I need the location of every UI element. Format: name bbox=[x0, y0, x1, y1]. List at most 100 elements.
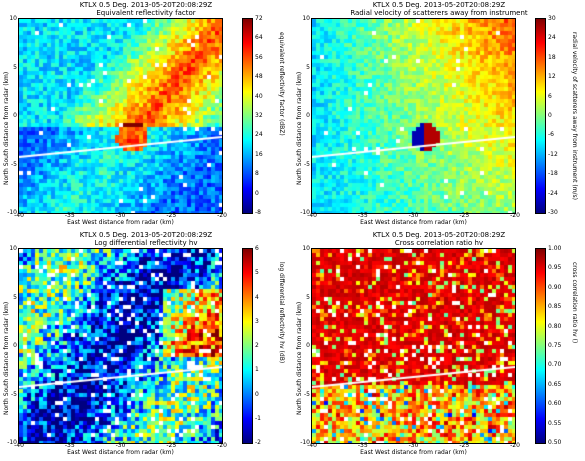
x-axis-label: East West distance from radar (km) bbox=[360, 449, 467, 456]
colorbar-tick-label: 32 bbox=[255, 112, 263, 119]
y-tick-label: 0 bbox=[13, 112, 17, 119]
x-tick-label: -25 bbox=[459, 442, 470, 449]
y-tick-label: -5 bbox=[11, 160, 17, 168]
colorbar-tick-label: 0.70 bbox=[548, 361, 562, 369]
y-tick-label: -5 bbox=[304, 160, 310, 168]
x-tick-label: -40 bbox=[307, 442, 317, 449]
colorbar-tick-label: 0.80 bbox=[548, 322, 562, 330]
x-tick-label: -35 bbox=[357, 442, 368, 449]
y-tick-label: 5 bbox=[306, 63, 310, 71]
x-tick-label: -25 bbox=[166, 442, 177, 449]
colorbar-tick-label: 6 bbox=[255, 245, 259, 252]
colorbar-tick-label: 0 bbox=[548, 112, 552, 119]
x-tick-label: -35 bbox=[64, 442, 75, 449]
heatmap-plot-area bbox=[18, 248, 223, 444]
heatmap-field-zdr bbox=[19, 249, 222, 443]
heatmap-field-velocity bbox=[312, 19, 515, 213]
x-tick-label: -40 bbox=[14, 442, 24, 449]
colorbar-tick-label: 4 bbox=[255, 293, 259, 301]
colorbar bbox=[535, 18, 546, 214]
colorbar bbox=[242, 18, 253, 214]
colorbar-tick-label: -2 bbox=[255, 439, 261, 446]
colorbar-tick-label: 24 bbox=[548, 34, 556, 42]
chart-subtitle: Cross correlation ratio hv bbox=[394, 239, 484, 247]
chart-panel-zdr: KTLX 0.5 Deg. 2013-05-20T20:08:29Z Log di… bbox=[0, 230, 292, 460]
y-tick-label: -10 bbox=[7, 209, 17, 216]
x-tick-label: -40 bbox=[14, 212, 24, 219]
colorbar-tick-label: 18 bbox=[548, 53, 556, 61]
colorbar-label: log differential reflectivity hv (dB) bbox=[278, 262, 285, 364]
chart-panel-reflectivity: KTLX 0.5 Deg. 2013-05-20T20:08:29Z Equiva… bbox=[0, 0, 292, 230]
colorbar-tick-label: 30 bbox=[548, 15, 556, 22]
colorbar bbox=[535, 248, 546, 444]
x-tick-label: -20 bbox=[510, 442, 520, 449]
y-tick-label: -10 bbox=[7, 439, 17, 446]
colorbar-tick-label: 72 bbox=[255, 15, 263, 22]
colorbar-tick-label: 40 bbox=[255, 92, 263, 100]
colorbar-tick-label: -12 bbox=[548, 150, 558, 158]
colorbar-label: cross correlation ratio hv () bbox=[571, 262, 578, 344]
chart-subtitle: Equivalent reflectivity factor bbox=[96, 9, 196, 17]
y-tick-label: -10 bbox=[300, 439, 310, 446]
x-tick-label: -30 bbox=[115, 442, 126, 449]
colorbar-tick-label: 1.00 bbox=[548, 245, 562, 252]
colorbar-tick-label: -18 bbox=[548, 170, 558, 178]
x-tick-label: -35 bbox=[357, 212, 368, 219]
y-tick-label: 5 bbox=[13, 293, 17, 301]
x-tick-label: -30 bbox=[408, 212, 419, 219]
heatmap-plot-area bbox=[311, 18, 516, 214]
chart-title: KTLX 0.5 Deg. 2013-05-20T20:08:29Z bbox=[79, 231, 213, 239]
chart-title: KTLX 0.5 Deg. 2013-05-20T20:08:29Z bbox=[79, 1, 213, 9]
colorbar-tick-label: -1 bbox=[255, 414, 261, 422]
y-tick-label: -5 bbox=[304, 390, 310, 398]
x-tick-label: -40 bbox=[307, 212, 317, 219]
heatmap-field-rhohv bbox=[312, 249, 515, 443]
x-tick-label: -20 bbox=[510, 212, 520, 219]
colorbar-tick-label: 3 bbox=[255, 317, 259, 325]
x-axis-label: East West distance from radar (km) bbox=[67, 449, 174, 456]
colorbar-tick-label: 8 bbox=[255, 170, 259, 178]
colorbar-tick-label: 1 bbox=[255, 366, 259, 374]
colorbar-label: radial velocity of scatterers away from … bbox=[571, 32, 578, 201]
colorbar-tick-label: 2 bbox=[255, 342, 259, 349]
colorbar-tick-label: 0.95 bbox=[548, 264, 562, 272]
y-tick-label: 0 bbox=[13, 342, 17, 349]
x-tick-label: -25 bbox=[459, 212, 470, 219]
x-tick-label: -30 bbox=[115, 212, 126, 219]
colorbar-tick-label: 0.55 bbox=[548, 419, 562, 427]
chart-title: KTLX 0.5 Deg. 2013-05-20T20:08:29Z bbox=[372, 231, 506, 239]
chart-subtitle: Radial velocity of scatterers away from … bbox=[350, 9, 528, 17]
chart-panel-rhohv: KTLX 0.5 Deg. 2013-05-20T20:08:29Z Cross … bbox=[293, 230, 585, 460]
x-tick-label: -20 bbox=[217, 442, 227, 449]
y-axis-label: North South distance from radar (km) bbox=[3, 71, 10, 185]
y-tick-label: 0 bbox=[306, 342, 310, 349]
y-tick-label: 0 bbox=[306, 112, 310, 119]
colorbar-tick-label: 48 bbox=[255, 73, 263, 81]
colorbar-tick-label: 24 bbox=[255, 131, 263, 139]
colorbar-tick-label: 0.60 bbox=[548, 400, 562, 408]
y-tick-label: 10 bbox=[9, 245, 17, 252]
chart-title: KTLX 0.5 Deg. 2013-05-20T20:08:29Z bbox=[372, 1, 506, 9]
y-tick-label: 10 bbox=[302, 15, 310, 22]
y-axis-label: North South distance from radar (km) bbox=[296, 71, 303, 185]
x-axis-label: East West distance from radar (km) bbox=[67, 219, 174, 226]
colorbar-tick-label: 12 bbox=[548, 73, 556, 81]
colorbar-tick-label: 0.90 bbox=[548, 283, 562, 291]
x-tick-label: -20 bbox=[217, 212, 227, 219]
colorbar-tick-label: 16 bbox=[255, 150, 263, 158]
colorbar-tick-label: 0.65 bbox=[548, 380, 562, 388]
colorbar-tick-label: 6 bbox=[548, 92, 552, 100]
colorbar-tick-label: -8 bbox=[255, 209, 261, 216]
colorbar-tick-label: 0 bbox=[255, 189, 259, 197]
y-tick-label: 5 bbox=[13, 63, 17, 71]
heatmap-plot-area bbox=[311, 248, 516, 444]
colorbar-tick-label: 5 bbox=[255, 269, 259, 277]
colorbar-tick-label: 0.85 bbox=[548, 303, 562, 311]
y-axis-label: North South distance from radar (km) bbox=[296, 301, 303, 415]
colorbar-tick-label: -24 bbox=[548, 189, 558, 197]
y-tick-label: 10 bbox=[302, 245, 310, 252]
heatmap-field-reflectivity bbox=[19, 19, 222, 213]
y-tick-label: -5 bbox=[11, 390, 17, 398]
x-tick-label: -35 bbox=[64, 212, 75, 219]
y-tick-label: -10 bbox=[300, 209, 310, 216]
